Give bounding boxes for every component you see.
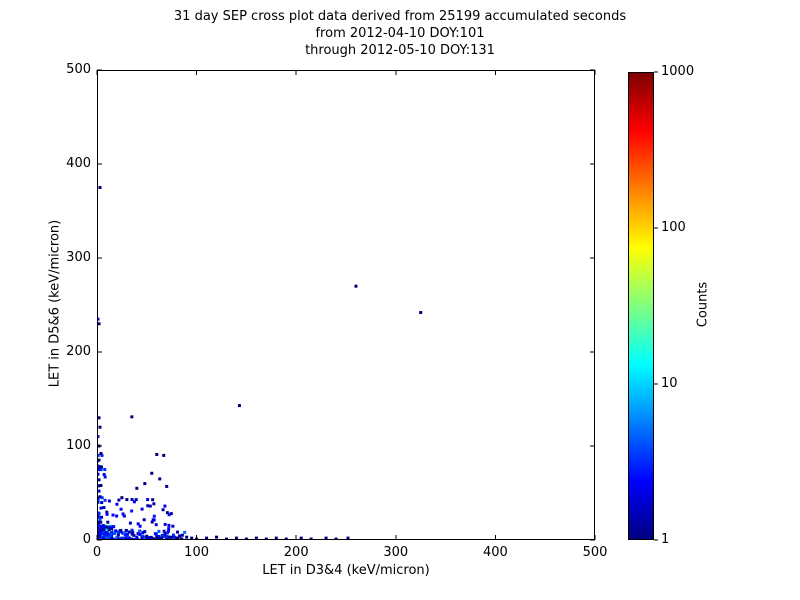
chart-title-line-3: through 2012-05-10 DOY:131 xyxy=(305,43,495,58)
colorbar-tick-label: 1000 xyxy=(661,64,695,79)
scatter-points xyxy=(97,186,423,540)
colorbar xyxy=(628,72,654,540)
x-axis-label: LET in D3&4 (keV/micron) xyxy=(262,563,430,578)
y-axis-label: LET in D5&6 (keV/micron) xyxy=(47,219,63,388)
x-tick-label: 200 xyxy=(283,545,309,560)
y-tick-label: 0 xyxy=(82,532,91,547)
chart-title: 31 day SEP cross plot data derived from … xyxy=(0,8,800,59)
colorbar-tick-label: 10 xyxy=(661,376,678,391)
x-tick-label: 500 xyxy=(582,545,608,560)
colorbar-tick-label: 100 xyxy=(661,220,686,235)
y-tick-label: 400 xyxy=(66,156,91,171)
x-tick-label: 400 xyxy=(482,545,508,560)
y-tick-label: 200 xyxy=(66,344,91,359)
chart-title-line-2: from 2012-04-10 DOY:101 xyxy=(315,26,485,41)
x-tick-label: 0 xyxy=(92,545,102,560)
colorbar-tick-label: 1 xyxy=(661,532,670,547)
y-tick-label: 100 xyxy=(66,438,91,453)
x-tick-label: 100 xyxy=(184,545,210,560)
colorbar-label: Counts xyxy=(695,281,711,328)
chart-title-line-1: 31 day SEP cross plot data derived from … xyxy=(173,9,627,24)
y-tick-label: 500 xyxy=(66,62,91,77)
y-tick-label: 300 xyxy=(66,250,91,265)
x-tick-label: 300 xyxy=(383,545,409,560)
